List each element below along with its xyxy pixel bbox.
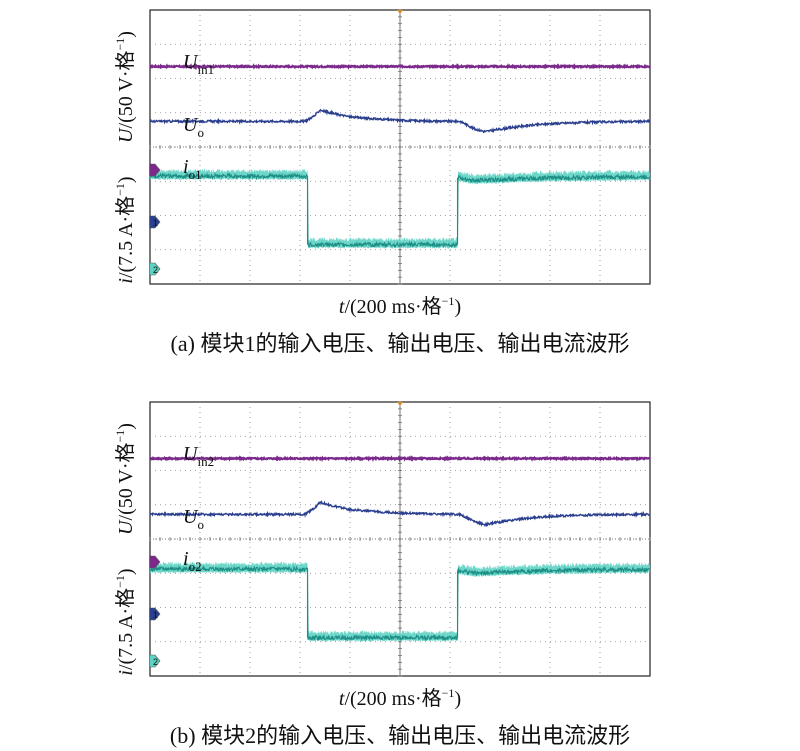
channel-marker-1 [149, 163, 161, 177]
trigger-marker [397, 402, 403, 406]
trigger-marker [397, 10, 403, 14]
channel-marker-shape [149, 654, 161, 668]
channel-marker-2: 1 [149, 215, 161, 229]
panel-a: 1 2 Uin1 Uo io1 U/(50 V·格−1) i/(7.5 A·格−1) t/(2… [113, 9, 651, 356]
output-current-trace [149, 172, 651, 249]
channel-marker-shape [149, 163, 161, 177]
channel-marker-2: 1 [149, 607, 161, 621]
output-current-trace [149, 565, 651, 642]
channel-marker-shape [149, 215, 161, 229]
trace-label-3: io1 [183, 156, 202, 182]
figure-caption: (a) 模块1的输入电压、输出电压、输出电流波形 [171, 331, 630, 356]
input-voltage-trace [149, 454, 652, 462]
channel-marker-label: 1 [153, 218, 158, 228]
x-axis-label: t/(200 ms·格−1) [339, 294, 461, 318]
trace-label-1: Uin1 [183, 51, 214, 77]
channel-marker-1 [149, 555, 161, 569]
channel-marker-label: 1 [153, 610, 158, 620]
trace-label-1: Uin2 [183, 443, 214, 469]
input-voltage-trace [149, 62, 651, 71]
x-axis-label: t/(200 ms·格−1) [339, 686, 461, 710]
y-axis-label-current: i/(7.5 A·格−1) [113, 568, 137, 675]
panel-b: 1 2 Uin2 Uo io2 U/(50 V·格−1) i/(7.5 A·格−1) t/(2… [113, 401, 652, 748]
channel-marker-3: 2 [149, 654, 161, 668]
channel-marker-label: 2 [153, 657, 158, 667]
channel-marker-shape [149, 607, 161, 621]
trace-label-2: Uo [183, 114, 204, 140]
output-voltage-trace [149, 108, 651, 134]
channel-marker-3: 2 [149, 262, 161, 276]
y-axis-label-current: i/(7.5 A·格−1) [113, 176, 137, 283]
channel-marker-shape [149, 262, 161, 276]
output-voltage-trace [149, 500, 651, 528]
y-axis-label-voltage: U/(50 V·格−1) [113, 31, 137, 143]
y-axis-label-voltage: U/(50 V·格−1) [113, 423, 137, 535]
trace-label-3: io2 [183, 548, 202, 574]
channel-marker-label: 2 [153, 265, 158, 275]
grid [149, 9, 651, 285]
grid [149, 401, 651, 677]
trace-label-2: Uo [183, 506, 204, 532]
channel-marker-shape [149, 555, 161, 569]
figure-caption: (b) 模块2的输入电压、输出电压、输出电流波形 [170, 723, 630, 748]
